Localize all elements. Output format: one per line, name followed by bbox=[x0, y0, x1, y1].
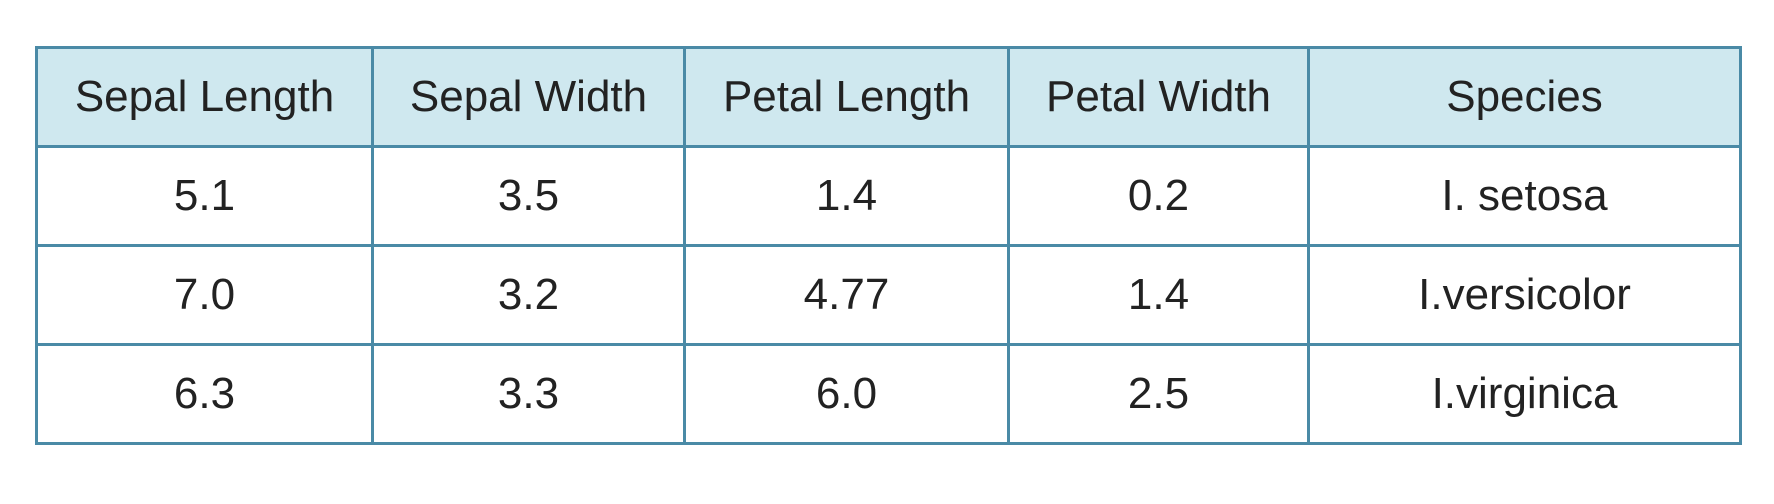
table-header: Sepal Length Sepal Width Petal Length Pe… bbox=[35, 46, 1742, 148]
iris-table-container: Sepal Length Sepal Width Petal Length Pe… bbox=[35, 46, 1742, 445]
cell-sepal-length: 7.0 bbox=[35, 244, 374, 346]
header-row: Sepal Length Sepal Width Petal Length Pe… bbox=[35, 46, 1742, 148]
cell-sepal-length: 5.1 bbox=[35, 145, 374, 247]
cell-petal-length: 4.77 bbox=[683, 244, 1010, 346]
cell-petal-width: 2.5 bbox=[1007, 343, 1310, 445]
iris-table: Sepal Length Sepal Width Petal Length Pe… bbox=[35, 46, 1742, 445]
table-row: 6.3 3.3 6.0 2.5 I.virginica bbox=[35, 343, 1742, 445]
header-sepal-width: Sepal Width bbox=[371, 46, 686, 148]
cell-sepal-width: 3.5 bbox=[371, 145, 686, 247]
cell-sepal-width: 3.3 bbox=[371, 343, 686, 445]
cell-sepal-width: 3.2 bbox=[371, 244, 686, 346]
cell-sepal-length: 6.3 bbox=[35, 343, 374, 445]
cell-species: I. setosa bbox=[1307, 145, 1742, 247]
cell-petal-length: 6.0 bbox=[683, 343, 1010, 445]
cell-petal-width: 0.2 bbox=[1007, 145, 1310, 247]
cell-petal-width: 1.4 bbox=[1007, 244, 1310, 346]
header-species: Species bbox=[1307, 46, 1742, 148]
table-row: 5.1 3.5 1.4 0.2 I. setosa bbox=[35, 145, 1742, 247]
cell-petal-length: 1.4 bbox=[683, 145, 1010, 247]
cell-species: I.versicolor bbox=[1307, 244, 1742, 346]
table-body: 5.1 3.5 1.4 0.2 I. setosa 7.0 3.2 4.77 1… bbox=[35, 145, 1742, 445]
cell-species: I.virginica bbox=[1307, 343, 1742, 445]
table-row: 7.0 3.2 4.77 1.4 I.versicolor bbox=[35, 244, 1742, 346]
header-sepal-length: Sepal Length bbox=[35, 46, 374, 148]
header-petal-length: Petal Length bbox=[683, 46, 1010, 148]
header-petal-width: Petal Width bbox=[1007, 46, 1310, 148]
